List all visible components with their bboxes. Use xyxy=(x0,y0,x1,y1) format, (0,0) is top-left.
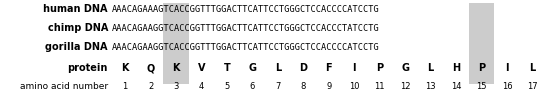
Text: chimp DNA: chimp DNA xyxy=(48,23,108,33)
Text: K: K xyxy=(172,63,180,73)
Text: 17: 17 xyxy=(527,82,538,91)
Text: L: L xyxy=(529,63,535,73)
Text: 5: 5 xyxy=(224,82,230,91)
Text: human DNA: human DNA xyxy=(43,4,108,14)
Text: H: H xyxy=(452,63,460,73)
Text: 15: 15 xyxy=(476,82,487,91)
Text: AAACAGAAGGTCACCGGTTTGGACTTCATTCCTGGGCTCCACCCTATCCTG: AAACAGAAGGTCACCGGTTTGGACTTCATTCCTGGGCTCC… xyxy=(112,24,380,33)
Text: G: G xyxy=(248,63,256,73)
Text: amino acid number: amino acid number xyxy=(20,82,108,91)
Text: AAACAGAAGGTCACCGGTTTGGACTTCATTCCTGGGCTCCACCCCATCCTG: AAACAGAAGGTCACCGGTTTGGACTTCATTCCTGGGCTCC… xyxy=(112,43,380,52)
Text: 7: 7 xyxy=(275,82,281,91)
Text: 10: 10 xyxy=(349,82,359,91)
Bar xyxy=(163,3,189,84)
Text: L: L xyxy=(427,63,434,73)
Text: P: P xyxy=(478,63,485,73)
Text: gorilla DNA: gorilla DNA xyxy=(45,42,108,52)
Text: 2: 2 xyxy=(148,82,153,91)
Text: 14: 14 xyxy=(451,82,461,91)
Text: D: D xyxy=(299,63,307,73)
Text: T: T xyxy=(224,63,230,73)
Text: I: I xyxy=(505,63,509,73)
Text: K: K xyxy=(121,63,129,73)
Text: 1: 1 xyxy=(122,82,128,91)
Text: 4: 4 xyxy=(199,82,204,91)
Text: V: V xyxy=(198,63,205,73)
Text: 6: 6 xyxy=(250,82,255,91)
Text: I: I xyxy=(352,63,356,73)
Text: 12: 12 xyxy=(400,82,410,91)
Text: AAACAGAAAGTCACCGGTTTGGACTTCATTCCTGGGCTCCACCCCATCCTG: AAACAGAAAGTCACCGGTTTGGACTTCATTCCTGGGCTCC… xyxy=(112,5,380,14)
Text: L: L xyxy=(275,63,281,73)
Text: 16: 16 xyxy=(502,82,512,91)
Text: G: G xyxy=(401,63,409,73)
Text: 3: 3 xyxy=(173,82,179,91)
Text: 8: 8 xyxy=(301,82,306,91)
Text: P: P xyxy=(376,63,383,73)
Text: F: F xyxy=(326,63,332,73)
Text: protein: protein xyxy=(67,63,108,73)
Text: Q: Q xyxy=(146,63,155,73)
Text: 11: 11 xyxy=(374,82,385,91)
Text: 13: 13 xyxy=(425,82,436,91)
Text: 9: 9 xyxy=(326,82,332,91)
Bar xyxy=(469,3,494,84)
